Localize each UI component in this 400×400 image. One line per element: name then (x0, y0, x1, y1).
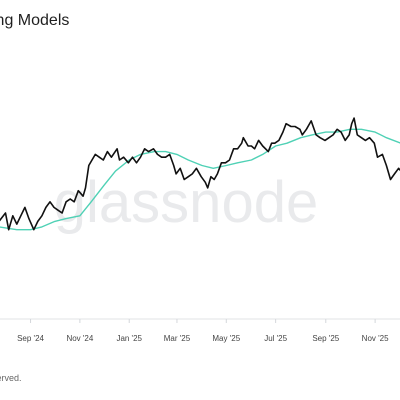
price-series-line (0, 117, 400, 231)
watermark-logo: glassnode (54, 170, 318, 235)
x-tick-label: Sep '24 (17, 334, 44, 343)
x-tick-label: Jan '25 (116, 334, 142, 343)
x-tick-label: Jul '25 (264, 334, 287, 343)
copyright-footer: served. (0, 373, 22, 383)
model-series-line (0, 128, 400, 231)
x-axis-ticks: Sep '24 Nov '24 Jan '25 Mar '25 May '25 Jul '… (17, 319, 389, 343)
x-tick-label: Mar '25 (164, 334, 191, 343)
chart-title: ing Models (0, 12, 70, 29)
x-tick-label: Sep '25 (312, 334, 339, 343)
x-tick-label: Nov '25 (362, 334, 389, 343)
series-layer (0, 117, 400, 231)
x-tick-label: Nov '24 (66, 334, 93, 343)
x-tick-label: May '25 (212, 334, 240, 343)
